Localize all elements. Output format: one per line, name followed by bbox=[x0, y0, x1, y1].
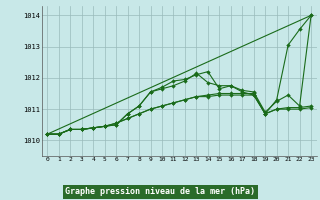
Text: Graphe pression niveau de la mer (hPa): Graphe pression niveau de la mer (hPa) bbox=[65, 188, 255, 196]
